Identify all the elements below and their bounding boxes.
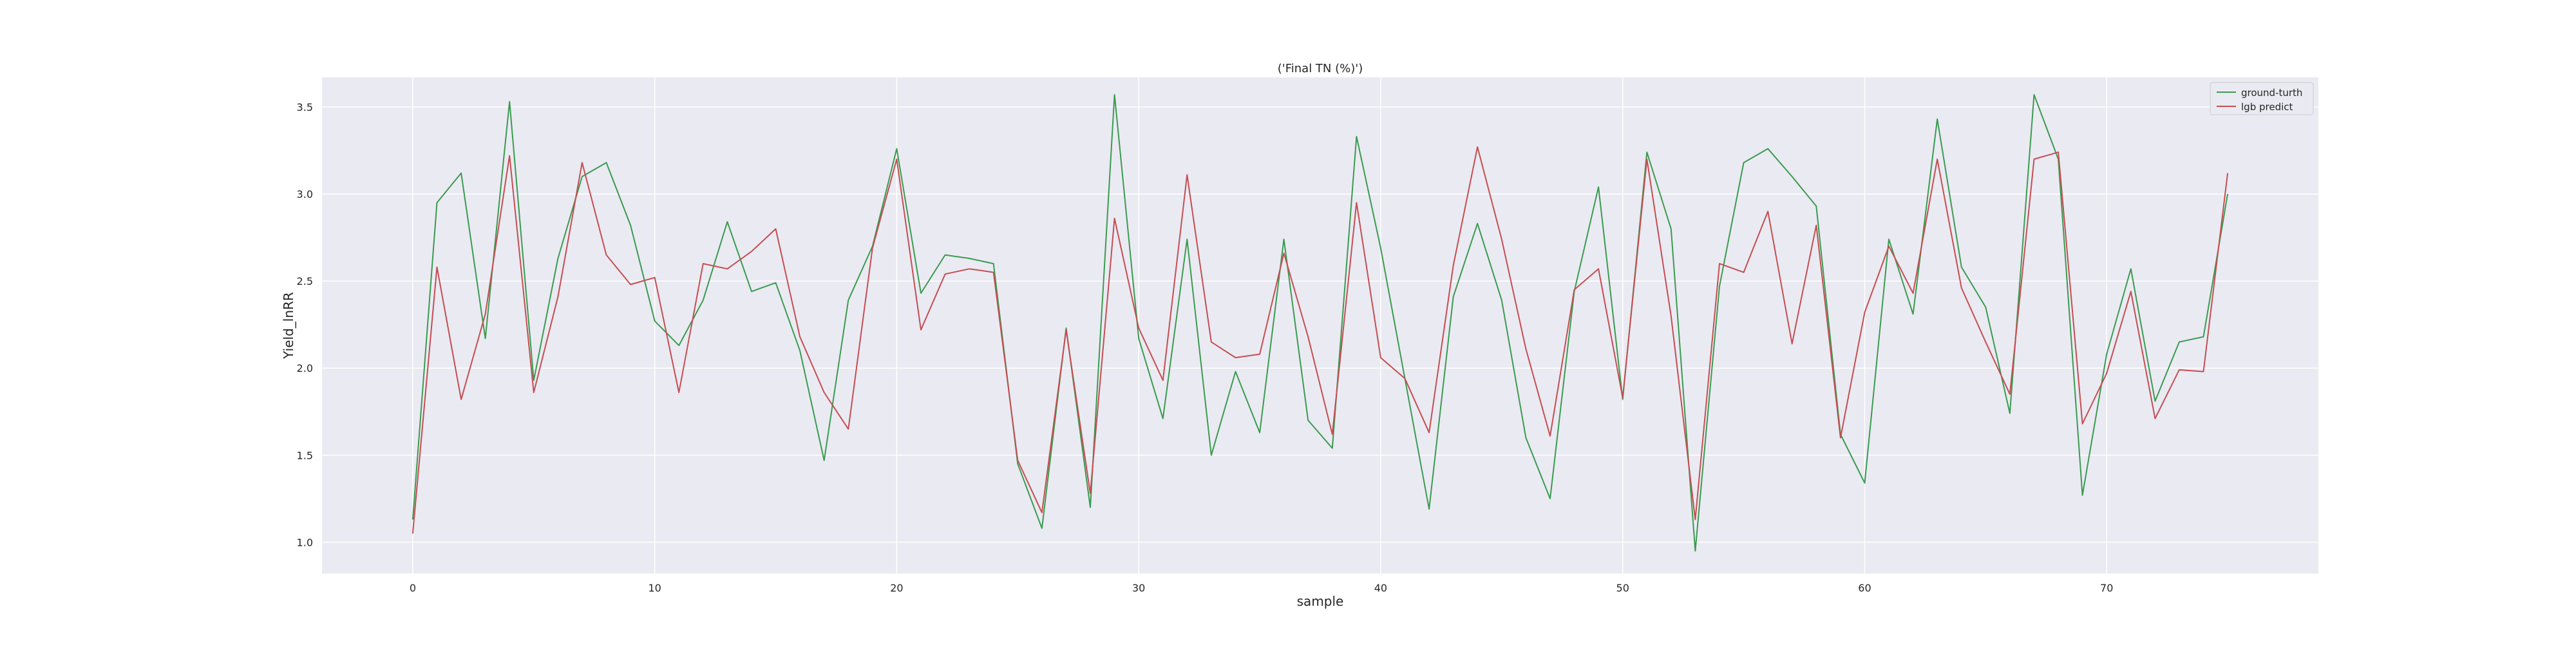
series-lines [412,94,2229,552]
series-line-ground-turth [412,94,2229,552]
x-tick-label: 70 [2100,582,2113,594]
grid [322,77,2318,574]
x-tick-label: 30 [1132,582,1145,594]
y-tick-label: 3.5 [297,101,313,113]
y-tick-label: 2.0 [297,362,313,374]
y-tick-label: 1.0 [297,536,313,548]
x-tick-label: 0 [410,582,416,594]
x-tick-label: 20 [890,582,903,594]
legend-label-ground-turth: ground-turth [2241,87,2302,99]
y-tick-label: 1.5 [297,449,313,461]
y-tick-label: 2.5 [297,275,313,287]
legend-label-lgb-predict: lgb predict [2241,101,2293,113]
y-tick-labels: 1.0 1.5 2.0 2.5 3.0 3.5 [297,101,313,548]
chart-title: ('Final TN (%)') [1278,62,1363,75]
x-axis-label: sample [1297,594,1344,609]
x-tick-label: 40 [1374,582,1387,594]
series-line-lgb-predict [412,146,2229,534]
x-tick-label: 10 [648,582,661,594]
x-tick-label: 50 [1616,582,1629,594]
x-tick-label: 60 [1858,582,1871,594]
plot-background [322,77,2318,574]
x-tick-labels: 0 10 20 30 40 50 60 70 [410,582,2114,594]
y-tick-label: 3.0 [297,188,313,200]
legend: ground-turth lgb predict [2210,82,2314,115]
y-axis-label: Yield_lnRR [281,292,296,360]
